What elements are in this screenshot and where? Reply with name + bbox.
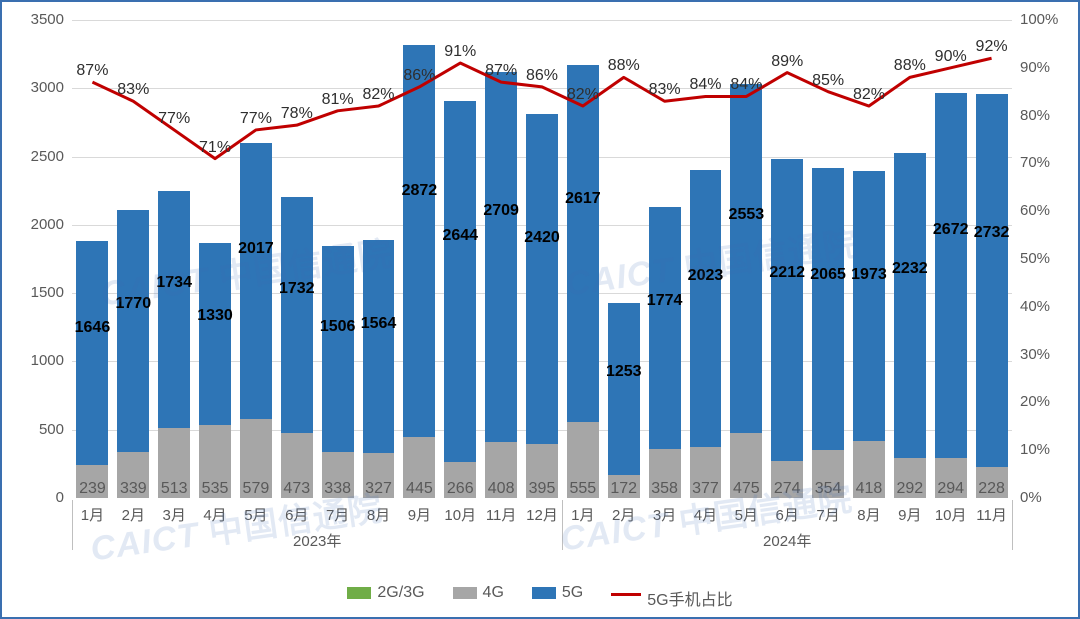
month-label: 10月 <box>440 504 481 525</box>
legend-label: 5G <box>562 584 583 602</box>
label-ratio: 91% <box>444 43 476 61</box>
label-ratio: 83% <box>649 81 681 99</box>
y1-tick-label: 3500 <box>2 11 64 28</box>
month-label: 11月 <box>481 504 522 525</box>
legend-label: 2G/3G <box>377 584 424 602</box>
label-ratio: 87% <box>485 62 517 80</box>
month-label: 7月 <box>808 504 849 525</box>
month-label: 9月 <box>889 504 930 525</box>
year-separator <box>1012 500 1013 550</box>
legend-item-4g: 4G <box>453 584 504 602</box>
year-separator <box>562 500 563 550</box>
y1-tick-label: 1000 <box>2 352 64 369</box>
month-label: 3月 <box>644 504 685 525</box>
month-label: 10月 <box>930 504 971 525</box>
month-label: 8月 <box>849 504 890 525</box>
label-ratio: 92% <box>976 38 1008 56</box>
y2-tick-label: 90% <box>1020 59 1050 76</box>
label-ratio: 84% <box>730 76 762 94</box>
month-label: 6月 <box>276 504 317 525</box>
legend-swatch <box>347 587 371 599</box>
label-ratio: 84% <box>689 76 721 94</box>
month-label: 1月 <box>72 504 113 525</box>
month-label: 1月 <box>562 504 603 525</box>
label-ratio: 90% <box>935 48 967 66</box>
month-label: 6月 <box>767 504 808 525</box>
y2-tick-label: 0% <box>1020 489 1042 506</box>
label-ratio: 78% <box>281 105 313 123</box>
y2-tick-label: 30% <box>1020 346 1050 363</box>
year-label: 2024年 <box>747 530 827 551</box>
label-ratio: 86% <box>526 67 558 85</box>
y1-tick-label: 2500 <box>2 148 64 165</box>
y2-tick-label: 60% <box>1020 202 1050 219</box>
plot-area: 2391646339177051317345351330579201747317… <box>72 20 1012 498</box>
year-label: 2023年 <box>277 530 357 551</box>
label-ratio: 88% <box>608 57 640 75</box>
label-ratio: 85% <box>812 72 844 90</box>
month-label: 5月 <box>726 504 767 525</box>
month-label: 5月 <box>235 504 276 525</box>
label-ratio: 89% <box>771 53 803 71</box>
legend-item-5g: 5G <box>532 584 583 602</box>
label-ratio: 77% <box>158 110 190 128</box>
month-label: 11月 <box>971 504 1012 525</box>
month-label: 9月 <box>399 504 440 525</box>
y1-tick-label: 2000 <box>2 216 64 233</box>
label-ratio: 83% <box>117 81 149 99</box>
y2-tick-label: 50% <box>1020 250 1050 267</box>
legend-label: 4G <box>483 584 504 602</box>
y2-tick-label: 100% <box>1020 11 1058 28</box>
label-ratio: 82% <box>567 86 599 104</box>
label-ratio: 71% <box>199 139 231 157</box>
y2-tick-label: 40% <box>1020 298 1050 315</box>
label-ratio: 82% <box>853 86 885 104</box>
legend-item-line: 5G手机占比 <box>611 586 732 610</box>
month-label: 3月 <box>154 504 195 525</box>
y2-tick-label: 20% <box>1020 393 1050 410</box>
label-ratio: 77% <box>240 110 272 128</box>
label-ratio: 82% <box>363 86 395 104</box>
label-ratio: 87% <box>76 62 108 80</box>
legend-swatch <box>532 587 556 599</box>
month-label: 4月 <box>685 504 726 525</box>
label-ratio: 81% <box>322 91 354 109</box>
month-label: 2月 <box>603 504 644 525</box>
legend-label: 5G手机占比 <box>647 586 732 610</box>
legend-item-2g3g: 2G/3G <box>347 584 424 602</box>
y2-tick-label: 10% <box>1020 441 1050 458</box>
month-label: 4月 <box>195 504 236 525</box>
y1-tick-label: 0 <box>2 489 64 506</box>
y2-tick-label: 70% <box>1020 154 1050 171</box>
y1-tick-label: 500 <box>2 421 64 438</box>
y1-tick-label: 1500 <box>2 284 64 301</box>
month-label: 12月 <box>522 504 563 525</box>
month-label: 7月 <box>317 504 358 525</box>
year-separator <box>72 500 73 550</box>
chart-container: 2391646339177051317345351330579201747317… <box>0 0 1080 619</box>
label-ratio: 88% <box>894 57 926 75</box>
month-label: 2月 <box>113 504 154 525</box>
legend-swatch <box>611 593 641 596</box>
y1-tick-label: 3000 <box>2 79 64 96</box>
month-label: 8月 <box>358 504 399 525</box>
label-ratio: 86% <box>403 67 435 85</box>
legend-swatch <box>453 587 477 599</box>
y2-tick-label: 80% <box>1020 107 1050 124</box>
legend: 2G/3G 4G 5G 5G手机占比 <box>2 584 1078 610</box>
